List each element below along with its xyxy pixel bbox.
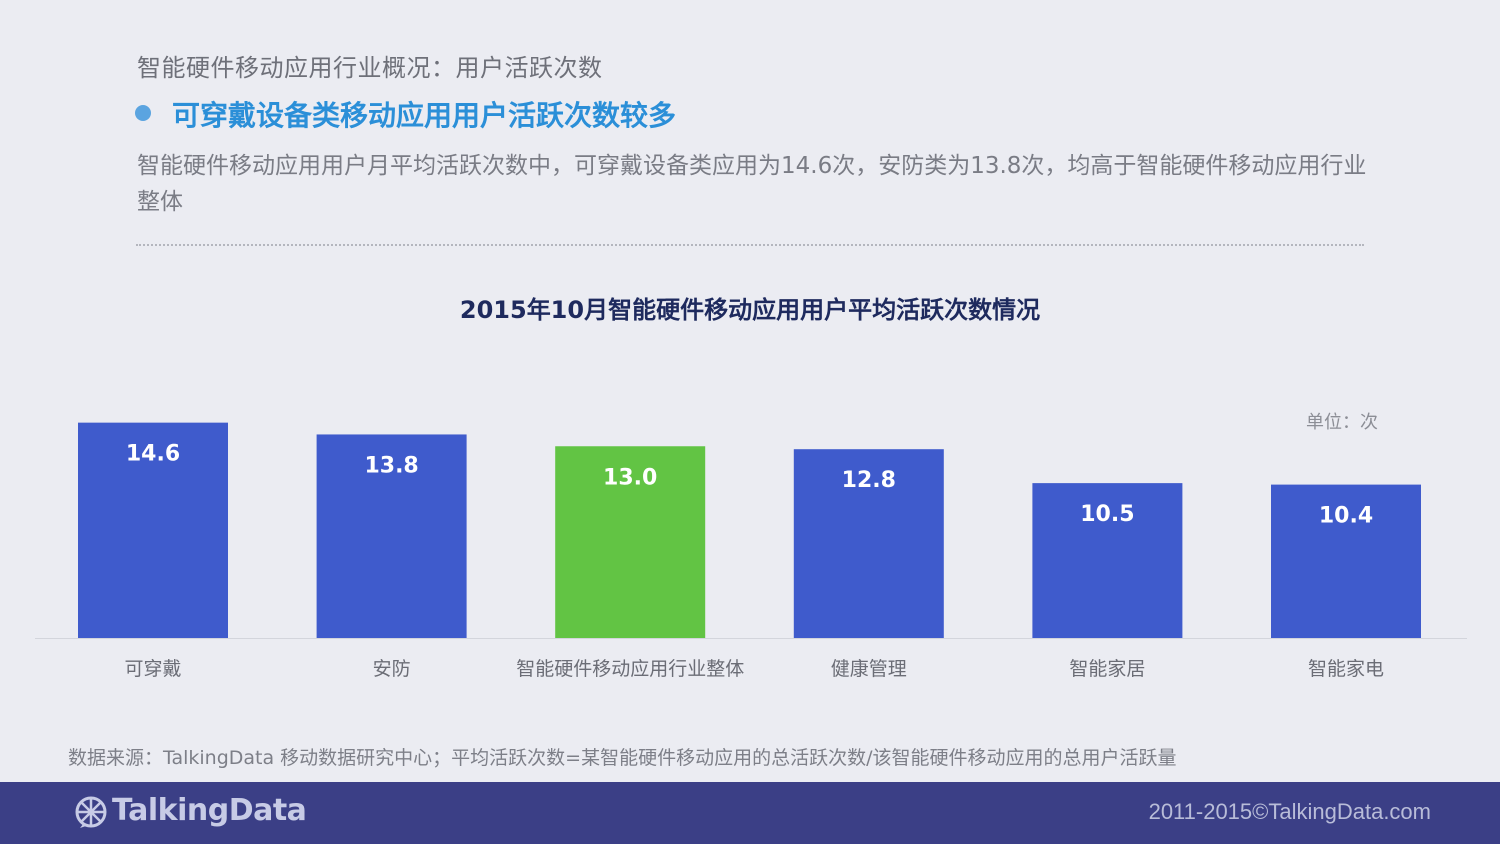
unit-label: 单位：次 (1306, 412, 1378, 433)
bar-value-label: 12.8 (842, 468, 896, 493)
category-label: 安防 (373, 658, 411, 680)
category-label: 可穿戴 (124, 658, 181, 680)
bar (78, 422, 228, 638)
dotted-divider (136, 244, 1364, 246)
breadcrumb: 智能硬件移动应用行业概况：用户活跃次数 (137, 54, 603, 82)
bar-value-label: 13.0 (603, 465, 657, 490)
category-label: 健康管理 (831, 658, 907, 680)
category-label: 智能硬件移动应用行业整体 (516, 658, 744, 680)
bar-value-label: 14.6 (126, 442, 180, 467)
category-label: 智能家电 (1308, 658, 1384, 680)
talkingdata-logo-icon (75, 796, 107, 828)
data-source-note: 数据来源：TalkingData 移动数据研究中心；平均活跃次数=某智能硬件移动… (68, 747, 1177, 769)
bar-value-label: 10.5 (1080, 502, 1134, 527)
bar (1271, 484, 1421, 638)
summary-text: 智能硬件移动应用用户月平均活跃次数中，可穿戴设备类应用为14.6次，安防类为13… (137, 153, 1367, 215)
category-label: 智能家居 (1069, 658, 1145, 680)
talkingdata-logo-text: TalkingData (112, 793, 307, 828)
footer-bar: TalkingData 2011-2015©TalkingData.com (0, 782, 1500, 844)
bar (555, 446, 706, 638)
bullet-dot-icon (135, 105, 151, 121)
bar-chart: 14.6 可穿戴 13.8 安防 13.0 智能硬件移动应用行业整体 12.8 健康管理 10.… (35, 422, 1467, 680)
chart-title: 2015年10月智能硬件移动应用用户平均活跃次数情况 (459, 296, 1041, 324)
bar (316, 434, 467, 638)
bar-value-label: 13.8 (364, 453, 418, 478)
bar (1032, 483, 1183, 638)
copyright: 2011-2015©TalkingData.com (1148, 799, 1431, 824)
bar (793, 449, 944, 638)
bar-value-label: 10.4 (1319, 504, 1373, 529)
headline: 可穿戴设备类移动应用用户活跃次数较多 (172, 99, 677, 132)
